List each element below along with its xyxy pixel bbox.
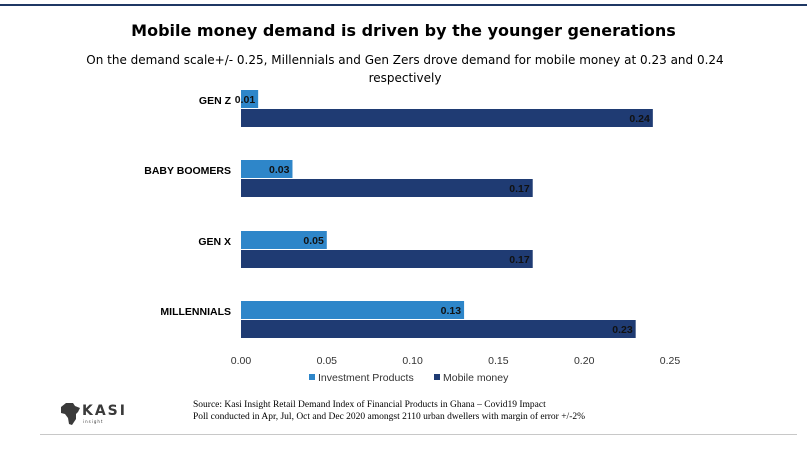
bar-mobile-money: [241, 109, 653, 127]
data-label: 0.01: [235, 94, 256, 106]
kasi-logo: KASI insight: [60, 402, 140, 426]
x-tick-label: 0.25: [660, 355, 681, 367]
top-rule: [0, 4, 807, 6]
data-label: 0.24: [629, 113, 650, 125]
bar-mobile-money: [241, 250, 533, 268]
x-tick-label: 0.15: [488, 355, 509, 367]
bottom-rule: [40, 434, 797, 435]
data-label: 0.23: [612, 324, 633, 336]
africa-map-icon: [61, 403, 80, 425]
bar-investment-products: [241, 231, 327, 249]
data-label: 0.17: [509, 254, 530, 266]
bar-investment-products: [241, 301, 465, 319]
x-tick-label: 0.05: [317, 355, 338, 367]
chart-title: Mobile money demand is driven by the you…: [131, 21, 676, 40]
logo-text: KASI: [82, 403, 127, 419]
bar-investment-products: [241, 90, 259, 108]
source-line-2: Poll conducted in Apr, Jul, Oct and Dec …: [193, 412, 586, 422]
category-label: MILLENNIALS: [160, 306, 231, 318]
source-line-1: Source: Kasi Insight Retail Demand Index…: [193, 400, 546, 410]
data-label: 0.13: [441, 305, 462, 317]
logo-tagline: insight: [83, 419, 104, 424]
bar-mobile-money: [241, 320, 636, 338]
category-label: GEN X: [198, 236, 231, 248]
data-label: 0.05: [303, 235, 324, 247]
category-label: BABY BOOMERS: [144, 165, 231, 177]
data-label: 0.03: [269, 164, 290, 176]
x-tick-label: 0.20: [574, 355, 595, 367]
legend-label: Investment Products: [318, 372, 414, 384]
x-tick-label: 0.10: [402, 355, 423, 367]
category-label: GEN Z: [199, 95, 232, 107]
bar-chart: GEN Z 0.01 0.24 BABY BOOMERS 0.03 0.17 GEN X 0.…: [144, 90, 681, 384]
legend-label: Mobile money: [443, 372, 509, 384]
x-tick-label: 0.00: [231, 355, 252, 367]
legend-swatch-mobile-money: [434, 374, 440, 380]
legend-swatch-investment-products: [309, 374, 315, 380]
source-note: Source: Kasi Insight Retail Demand Index…: [193, 399, 753, 423]
data-label: 0.17: [509, 183, 530, 195]
chart-subtitle: On the demand scale+/- 0.25, Millennials…: [86, 53, 724, 85]
bar-investment-products: [241, 160, 293, 178]
bar-mobile-money: [241, 179, 533, 197]
